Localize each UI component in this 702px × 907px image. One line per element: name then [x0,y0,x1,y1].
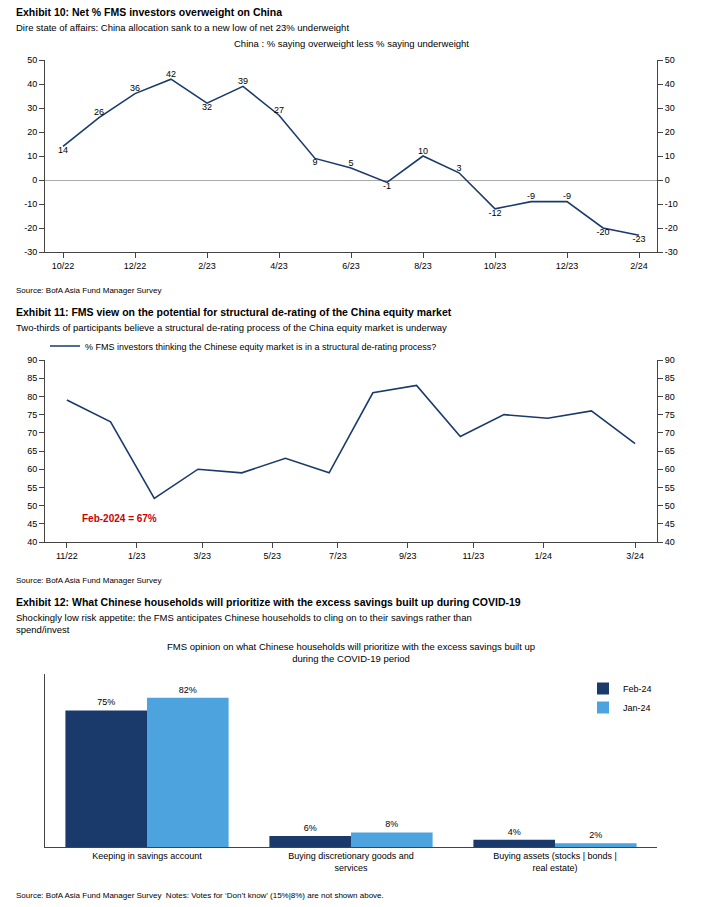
svg-text:12/23: 12/23 [556,261,579,271]
svg-text:50: 50 [27,55,37,65]
svg-text:-20: -20 [24,223,37,233]
svg-text:-20: -20 [596,227,609,237]
svg-text:82%: 82% [179,685,197,695]
svg-text:Exhibit 12: What Chinese house: Exhibit 12: What Chinese households will… [16,596,521,608]
svg-text:9/23: 9/23 [399,551,417,561]
svg-text:40: 40 [27,537,37,547]
svg-text:4/23: 4/23 [270,261,288,271]
svg-text:14: 14 [58,145,68,155]
svg-text:Two-thirds of participants bel: Two-thirds of participants believe a str… [16,322,447,333]
svg-text:75: 75 [27,410,37,420]
svg-text:4%: 4% [508,827,521,837]
svg-text:32: 32 [202,102,212,112]
svg-text:60: 60 [27,464,37,474]
svg-text:20: 20 [27,127,37,137]
svg-text:10: 10 [27,151,37,161]
svg-text:6/23: 6/23 [342,261,360,271]
svg-text:40: 40 [665,79,675,89]
svg-text:Dire state of affairs: China a: Dire state of affairs: China allocation … [16,22,349,33]
svg-text:-20: -20 [665,223,678,233]
svg-text:1/24: 1/24 [535,551,553,561]
svg-text:80: 80 [665,392,675,402]
svg-text:10/23: 10/23 [484,261,507,271]
svg-text:5: 5 [348,158,353,168]
svg-text:-9: -9 [563,191,571,201]
svg-text:39: 39 [238,76,248,86]
svg-text:27: 27 [274,105,284,115]
svg-text:-1: -1 [383,181,391,191]
svg-text:-30: -30 [24,247,37,257]
svg-text:45: 45 [27,519,37,529]
svg-text:2/24: 2/24 [630,261,648,271]
svg-text:50: 50 [665,501,675,511]
svg-text:-23: -23 [632,234,645,244]
svg-text:-12: -12 [488,208,501,218]
svg-text:11/22: 11/22 [56,551,78,561]
svg-text:90: 90 [27,355,37,365]
svg-text:Source: BofA Asia Fund Manager: Source: BofA Asia Fund Manager Survey [16,286,161,295]
svg-text:26: 26 [94,107,104,117]
svg-text:-10: -10 [665,199,678,209]
svg-text:8%: 8% [385,819,398,829]
svg-text:36: 36 [130,83,140,93]
svg-text:Buying assets (stocks | bonds: Buying assets (stocks | bonds |real esta… [493,851,617,873]
svg-text:Keeping in savings account: Keeping in savings account [92,851,202,861]
svg-text:3/24: 3/24 [626,551,644,561]
svg-text:Exhibit 10: Net % FMS investor: Exhibit 10: Net % FMS investors overweig… [16,6,282,18]
svg-text:-30: -30 [665,247,678,257]
svg-text:3/23: 3/23 [194,551,212,561]
svg-text:Feb-24: Feb-24 [623,684,652,694]
svg-text:90: 90 [665,355,675,365]
svg-text:50: 50 [665,55,675,65]
svg-text:% FMS investors thinking the C: % FMS investors thinking the Chinese equ… [85,342,436,352]
svg-text:50: 50 [27,501,37,511]
svg-text:40: 40 [27,79,37,89]
svg-text:Source: BofA Asia Fund Manager: Source: BofA Asia Fund Manager Survey [16,576,161,585]
svg-text:42: 42 [166,69,176,79]
svg-text:Buying discretionary goods and: Buying discretionary goods andservices [288,851,414,873]
svg-text:2/23: 2/23 [198,261,216,271]
svg-text:12/22: 12/22 [124,261,147,271]
svg-text:85: 85 [27,373,37,383]
svg-text:55: 55 [27,483,37,493]
svg-text:Shockingly low risk appetite:: Shockingly low risk appetite: the FMS an… [16,612,472,635]
svg-text:8/23: 8/23 [414,261,432,271]
svg-text:75%: 75% [97,697,115,707]
svg-text:0: 0 [32,175,37,185]
svg-text:40: 40 [665,537,675,547]
svg-text:1/23: 1/23 [128,551,146,561]
svg-text:20: 20 [665,127,675,137]
svg-text:70: 70 [665,428,675,438]
svg-text:9: 9 [312,157,317,167]
svg-text:10: 10 [665,151,675,161]
svg-text:6%: 6% [304,823,317,833]
svg-text:FMS opinion on what Chinese ho: FMS opinion on what Chinese households w… [167,641,535,664]
svg-text:7/23: 7/23 [329,551,347,561]
svg-text:Exhibit 11: FMS view on the po: Exhibit 11: FMS view on the potential fo… [16,306,452,318]
svg-text:65: 65 [665,446,675,456]
svg-text:60: 60 [665,464,675,474]
svg-text:75: 75 [665,410,675,420]
svg-text:11/23: 11/23 [462,551,484,561]
svg-text:10/22: 10/22 [52,261,75,271]
svg-text:-9: -9 [527,191,535,201]
svg-text:5/23: 5/23 [264,551,282,561]
svg-text:2%: 2% [589,830,602,840]
svg-text:45: 45 [665,519,675,529]
svg-text:3: 3 [456,163,461,173]
svg-text:80: 80 [27,392,37,402]
svg-text:85: 85 [665,373,675,383]
svg-text:55: 55 [665,483,675,493]
svg-text:-10: -10 [24,199,37,209]
svg-text:0: 0 [665,175,670,185]
svg-text:Jan-24: Jan-24 [623,703,651,713]
svg-text:30: 30 [665,103,675,113]
svg-text:Source: BofA Asia Fund Manager: Source: BofA Asia Fund Manager Survey No… [16,891,384,900]
svg-text:Feb-2024 = 67%: Feb-2024 = 67% [82,513,157,524]
svg-text:30: 30 [27,103,37,113]
svg-text:China : % saying overweight le: China : % saying overweight less % sayin… [234,38,469,49]
svg-text:70: 70 [27,428,37,438]
svg-text:65: 65 [27,446,37,456]
svg-text:10: 10 [418,146,428,156]
